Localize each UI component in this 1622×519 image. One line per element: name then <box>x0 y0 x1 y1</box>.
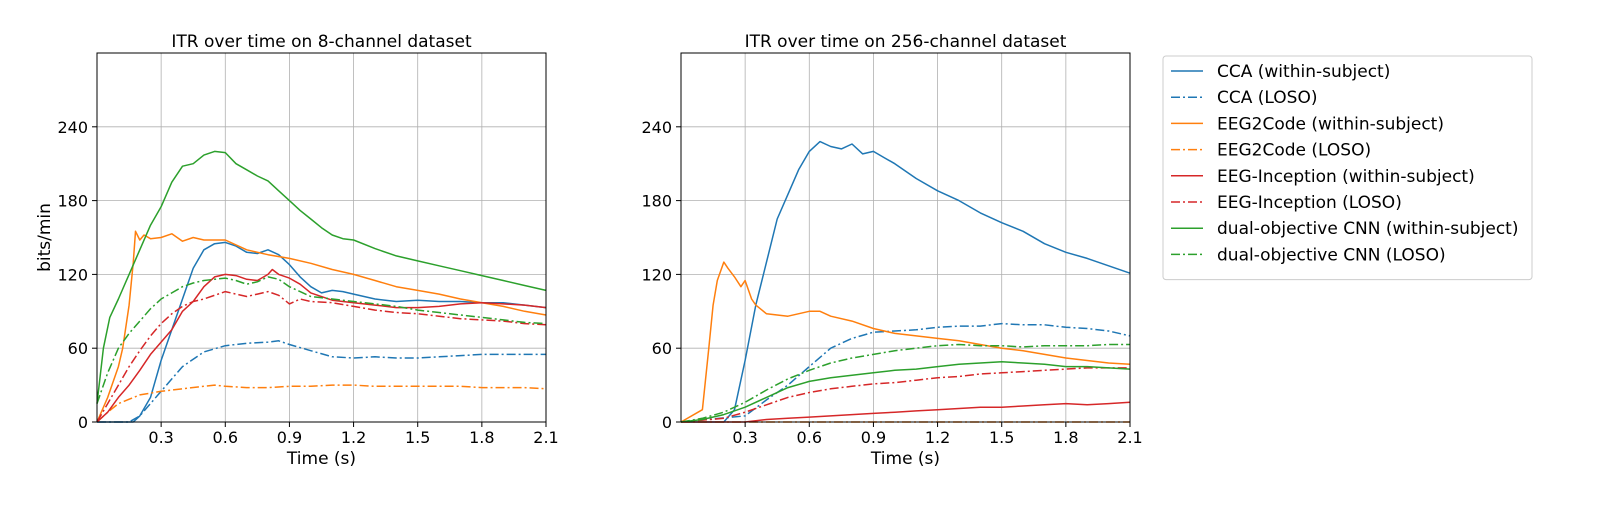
x-tick-label: 1.5 <box>989 428 1014 447</box>
chart-256-channel-y-ticks: 0 60 120 180 240 <box>641 118 681 432</box>
x-tick-label: 2.1 <box>1117 428 1142 447</box>
y-tick-label: 240 <box>641 118 672 137</box>
x-tick-label: 1.8 <box>469 428 494 447</box>
y-tick-label: 120 <box>57 265 88 284</box>
legend-label: CCA (within-subject) <box>1217 62 1390 82</box>
x-tick-label: 0.3 <box>148 428 173 447</box>
chart-8-channel-y-ticks: 0 60 120 180 240 <box>57 118 97 432</box>
x-tick-label: 0.9 <box>277 428 302 447</box>
series-line <box>96 290 547 423</box>
legend-label: dual-objective CNN (within-subject) <box>1217 219 1518 239</box>
series-line <box>96 276 547 404</box>
y-tick-label: 60 <box>652 339 672 358</box>
series-line <box>96 384 547 423</box>
chart-256-channel-series <box>680 140 1131 423</box>
chart-256-channel-x-label: Time (s) <box>870 449 940 469</box>
legend: CCA (within-subject) CCA (LOSO) EEG2Code (… <box>1162 55 1533 281</box>
legend-label: dual-objective CNN (LOSO) <box>1217 245 1446 265</box>
legend-label: EEG-Inception (LOSO) <box>1217 193 1402 213</box>
chart-256-channel-x-ticks: 0.3 0.6 0.9 1.2 1.5 1.8 2.1 <box>732 422 1143 447</box>
legend-box <box>1162 55 1533 281</box>
chart-8-channel-series <box>96 150 547 423</box>
series-line <box>680 367 1130 423</box>
chart-256-channel: 0.3 0.6 0.9 1.2 1.5 1.8 2.1 0 60 120 180 240 ITR o… <box>641 32 1142 469</box>
chart-8-channel-title: ITR over time on 8-channel dataset <box>171 32 472 52</box>
series-line <box>681 140 1131 423</box>
series-line <box>680 360 1131 423</box>
x-tick-label: 0.6 <box>213 428 238 447</box>
x-tick-label: 1.8 <box>1053 428 1078 447</box>
chart-8-channel-x-label: Time (s) <box>286 449 356 469</box>
series-line <box>97 340 546 423</box>
legend-label: EEG-Inception (within-subject) <box>1217 167 1475 187</box>
x-tick-label: 1.5 <box>405 428 430 447</box>
chart-256-channel-title: ITR over time on 256-channel dataset <box>745 32 1067 52</box>
series-line <box>680 322 1131 423</box>
chart-8-channel: 0.3 0.6 0.9 1.2 1.5 1.8 2.1 0 60 120 180 240 ITR o… <box>35 32 559 469</box>
chart-8-channel-y-label: bits/min <box>35 203 55 272</box>
y-tick-label: 0 <box>78 413 88 432</box>
y-tick-label: 240 <box>57 118 88 137</box>
legend-label: EEG2Code (within-subject) <box>1217 114 1444 134</box>
chart-8-channel-frame <box>96 52 547 423</box>
legend-label: EEG2Code (LOSO) <box>1217 141 1371 161</box>
x-tick-label: 0.6 <box>797 428 822 447</box>
series-line <box>96 150 547 404</box>
series-line <box>96 268 547 423</box>
y-tick-label: 60 <box>68 339 88 358</box>
legend-label: CCA (LOSO) <box>1217 88 1317 108</box>
y-tick-label: 0 <box>662 413 672 432</box>
chart-256-channel-frame <box>680 52 1131 423</box>
chart-8-channel-x-ticks: 0.3 0.6 0.9 1.2 1.5 1.8 2.1 <box>148 422 559 447</box>
y-tick-label: 180 <box>641 192 672 211</box>
x-tick-label: 0.9 <box>861 428 886 447</box>
x-tick-label: 1.2 <box>925 428 950 447</box>
series-line <box>681 401 1131 423</box>
series-line <box>97 241 547 423</box>
x-tick-label: 2.1 <box>533 428 558 447</box>
y-tick-label: 120 <box>641 265 672 284</box>
series-line <box>680 261 1131 423</box>
y-tick-label: 180 <box>57 192 88 211</box>
chart-8-channel-grid <box>97 53 547 423</box>
x-tick-label: 1.2 <box>341 428 366 447</box>
x-tick-label: 0.3 <box>732 428 757 447</box>
series-line <box>96 230 547 423</box>
